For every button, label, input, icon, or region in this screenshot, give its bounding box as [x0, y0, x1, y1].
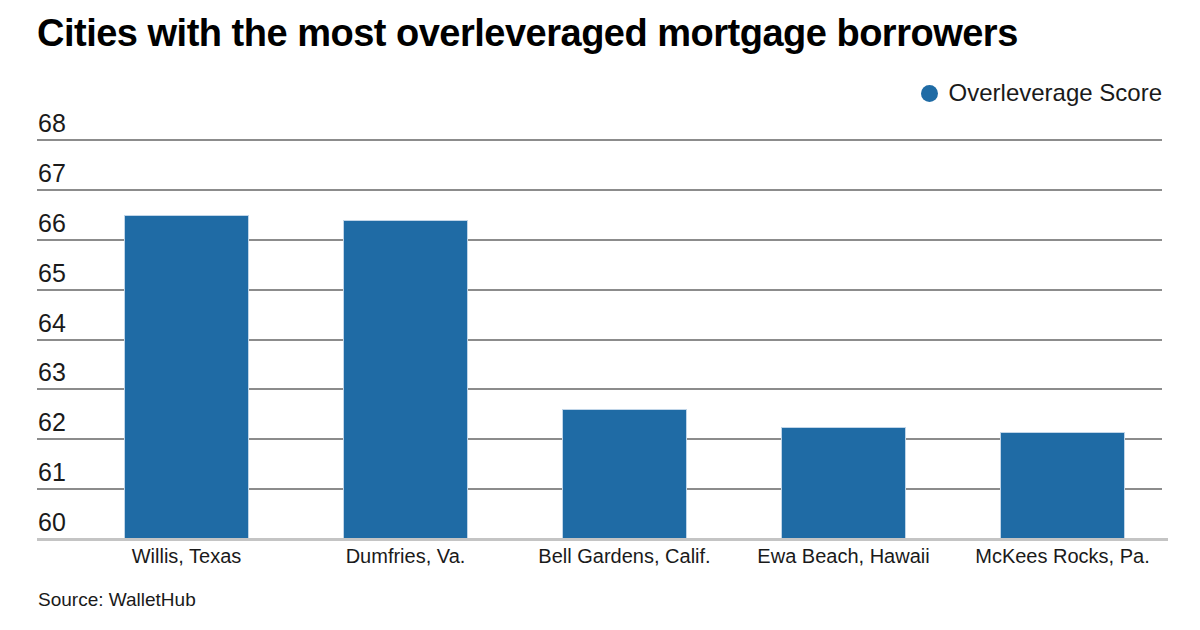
- y-tick-label-61: 61: [38, 460, 66, 485]
- source-attribution: Source: WalletHub: [38, 589, 196, 611]
- x-axis-line: [37, 538, 1168, 541]
- x-category-label-1: Dumfries, Va.: [296, 545, 515, 568]
- chart-container: Cities with the most overleveraged mortg…: [0, 0, 1200, 630]
- x-category-label-4: McKees Rocks, Pa.: [953, 545, 1172, 568]
- y-tick-label-64: 64: [38, 311, 66, 336]
- legend: Overleverage Score: [921, 79, 1162, 107]
- plot-area: 606162636465666768: [37, 140, 1162, 539]
- chart-title: Cities with the most overleveraged mortg…: [37, 12, 1167, 55]
- x-category-label-3: Ewa Beach, Hawaii: [734, 545, 953, 568]
- y-tick-label-65: 65: [38, 261, 66, 286]
- legend-label: Overleverage Score: [949, 79, 1162, 107]
- y-tick-label-68: 68: [38, 111, 66, 136]
- bar-series: [77, 140, 1172, 539]
- bar-3: [781, 427, 906, 539]
- y-tick-label-63: 63: [38, 360, 66, 385]
- y-tick-label-67: 67: [38, 161, 66, 186]
- bar-0: [124, 215, 249, 539]
- bar-1: [343, 220, 468, 539]
- legend-marker-dot-icon: [921, 85, 938, 102]
- x-axis-category-labels: Willis, TexasDumfries, Va.Bell Gardens, …: [77, 545, 1172, 568]
- bar-2: [562, 409, 687, 539]
- y-tick-label-60: 60: [38, 510, 66, 535]
- y-tick-label-66: 66: [38, 211, 66, 236]
- bar-4: [1000, 432, 1125, 539]
- x-category-label-0: Willis, Texas: [77, 545, 296, 568]
- x-category-label-2: Bell Gardens, Calif.: [515, 545, 734, 568]
- y-tick-label-62: 62: [38, 410, 66, 435]
